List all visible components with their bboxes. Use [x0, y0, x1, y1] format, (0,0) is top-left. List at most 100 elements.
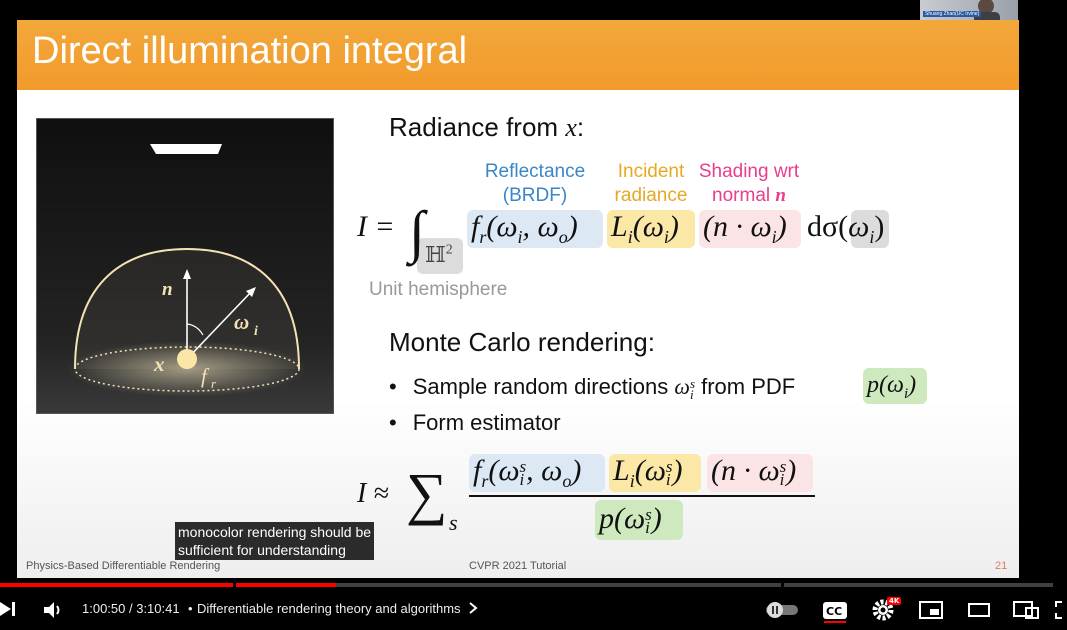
next-video-button[interactable]	[0, 598, 18, 624]
eq2-sum-sub: s	[449, 510, 458, 535]
chevron-right-icon	[468, 602, 478, 614]
omega-highlight	[851, 210, 889, 248]
fullscreen-icon	[1055, 601, 1062, 619]
reflectance-label-line1: Reflectance	[484, 161, 586, 182]
eq2-fr-sub: r	[481, 471, 489, 491]
hemisphere-diagram: n ω i x f r	[37, 119, 333, 413]
caption-line2: sufficient for understanding	[178, 542, 346, 558]
eq1-omega-i: i	[869, 227, 875, 247]
eq2-fr-o: o	[562, 471, 572, 491]
eq2-den-close: )	[651, 502, 662, 535]
eq1-domain-symbol: ℍ	[425, 242, 446, 267]
fullscreen-button[interactable]	[1054, 599, 1067, 625]
radiance-var: x	[565, 113, 577, 142]
fr-label: f	[201, 364, 210, 388]
eq1-dsigma-close: )	[874, 210, 885, 243]
footer-course: Physics-Based Differentiable Rendering	[26, 560, 221, 572]
slide-page-number: 21	[995, 560, 1008, 572]
eq1-li-args: (ω	[632, 210, 664, 243]
chapter-separator: •	[188, 601, 193, 616]
played-bar	[0, 583, 336, 587]
eq2-li-args: (ω	[634, 454, 666, 487]
current-time: 1:00:50	[82, 601, 126, 616]
eq2-dot-i: i	[779, 470, 785, 490]
eq2-fr-args: (ω	[488, 454, 520, 487]
monte-carlo-heading: Monte Carlo rendering:	[389, 327, 655, 357]
gear-icon	[872, 599, 894, 621]
eq2-fr: f	[473, 454, 482, 487]
bullet-estimator: • Form estimator	[389, 410, 561, 436]
cast-button[interactable]	[1012, 599, 1042, 625]
eq1-dot-i: i	[771, 227, 777, 247]
eq1-omega: ω	[848, 210, 870, 243]
area-light	[150, 144, 222, 154]
eq2-fr-args2: , ω	[526, 454, 563, 487]
eq2-dot-close: )	[786, 454, 797, 487]
theater-icon	[968, 603, 990, 617]
theater-mode-button[interactable]	[966, 599, 992, 625]
eq1-radiance: Li(ωi)	[611, 210, 679, 248]
bullet-omega-sub: i	[689, 386, 694, 402]
eq1-fr-i: i	[517, 227, 523, 247]
eq2-sum: ∑	[406, 461, 448, 526]
presentation-slide: Direct illumination integral	[17, 20, 1019, 578]
cc-icon: CC	[823, 602, 847, 623]
svg-text:CC: CC	[826, 605, 842, 618]
eq2-li-s: s	[665, 457, 673, 477]
eq2-li-i: i	[665, 470, 671, 490]
bullet-dot: •	[389, 374, 397, 399]
incident-label-line1: Incident	[617, 161, 685, 182]
eq2-lhs: I ≈	[357, 478, 389, 509]
eq1-dsigma-text: dσ(	[807, 210, 849, 243]
settings-button[interactable]: 4K	[870, 597, 902, 627]
player-controls: 1:00:50 / 3:10:41 • Differentiable rende…	[0, 590, 1067, 630]
slide-header: Direct illumination integral	[17, 20, 1019, 90]
bullet-dot-2: •	[389, 410, 397, 435]
num-cosine-highlight	[707, 454, 813, 492]
shading-label-line1: Shading wrt	[698, 161, 800, 182]
radiance-colon: :	[576, 112, 585, 142]
eq2-den-s: s	[645, 505, 652, 525]
chapter-title-button[interactable]: Differentiable rendering theory and algo…	[197, 601, 479, 616]
reflectance-label-line2: (BRDF)	[502, 185, 568, 206]
bullet-pdf-close: )	[908, 372, 917, 398]
eq1-domain: ℍ2	[425, 242, 453, 268]
domain-highlight	[417, 238, 463, 274]
eq1-li-close: )	[668, 210, 679, 243]
volume-button[interactable]	[42, 599, 64, 625]
subtitles-button[interactable]: CC	[822, 599, 848, 627]
incident-label: Incident radiance	[605, 160, 697, 208]
eq1-dot-close: )	[776, 210, 787, 243]
eq2-li: L	[613, 454, 630, 487]
autoplay-toggle[interactable]	[764, 600, 800, 624]
volume-icon	[44, 602, 60, 618]
eq2-num-radiance: Li(ω s i)	[613, 454, 683, 492]
eq2-num-cosine: (n · ω s i)	[711, 454, 796, 488]
eq1-li: L	[611, 210, 628, 243]
shading-point	[177, 349, 197, 369]
eq2-den-i: i	[645, 518, 650, 538]
hemisphere-figure: n ω i x f r	[36, 118, 334, 414]
bullet-omega-symbol: ω	[674, 374, 690, 399]
unit-hemisphere-label: Unit hemisphere	[369, 279, 508, 300]
pdf-highlight	[863, 368, 927, 404]
bullet-pdf: p(ωi)	[867, 372, 916, 403]
duration: 3:10:41	[136, 601, 180, 616]
eq2-dot-s: s	[779, 457, 787, 477]
eq1-fr-args: (ω	[486, 210, 518, 243]
progress-bar[interactable]	[0, 583, 1053, 587]
time-separator: /	[125, 601, 137, 616]
den-pdf-highlight	[595, 500, 683, 540]
radiance-heading-text: Radiance from	[389, 112, 566, 142]
footer-venue: CVPR 2021 Tutorial	[469, 560, 567, 572]
brdf-highlight	[467, 210, 603, 248]
miniplayer-button[interactable]	[918, 599, 944, 625]
eq2-dot: (n · ω	[711, 454, 780, 487]
eq1-fr-args2: , ω	[522, 210, 559, 243]
shading-label-line2: normal	[712, 185, 776, 206]
eq1-li-sub: i	[627, 227, 633, 247]
omega-sub-label: i	[254, 324, 258, 339]
slide-title: Direct illumination integral	[32, 30, 468, 72]
